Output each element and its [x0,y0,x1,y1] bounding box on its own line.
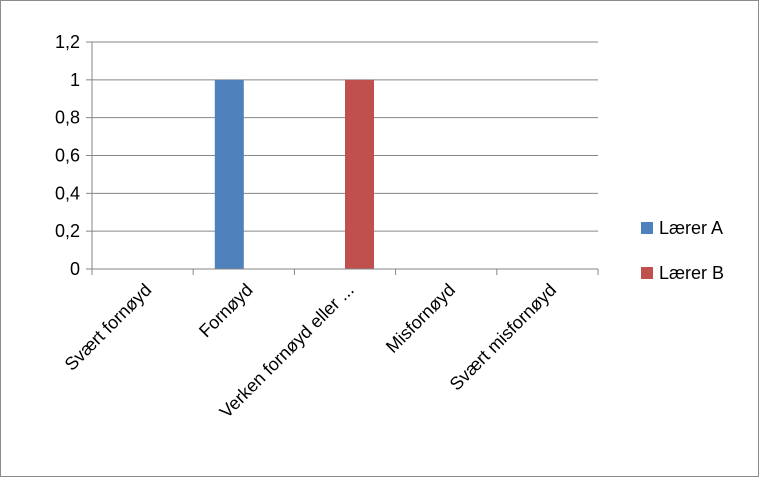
y-tick-label: 1,2 [55,32,80,52]
legend-label: Lærer A [659,218,723,238]
y-tick-label: 1 [70,70,80,90]
bar-lærer-a-1 [214,79,244,269]
y-tick-label: 0,8 [55,108,80,128]
bars [214,79,374,269]
legend-swatch [641,267,653,279]
legend: Lærer A Lærer B [641,218,724,283]
y-tick-labels: 0 0,2 0,4 0,6 0,8 1 1,2 [55,32,80,279]
bar-lærer-b-2 [345,79,374,269]
legend-swatch [641,222,653,234]
legend-label: Lærer B [659,263,724,283]
y-tick-label: 0,2 [55,221,80,241]
axes [86,41,599,275]
y-tick-label: 0,4 [55,183,80,203]
y-tick-label: 0,6 [55,146,80,166]
y-tick-label: 0 [70,259,80,279]
